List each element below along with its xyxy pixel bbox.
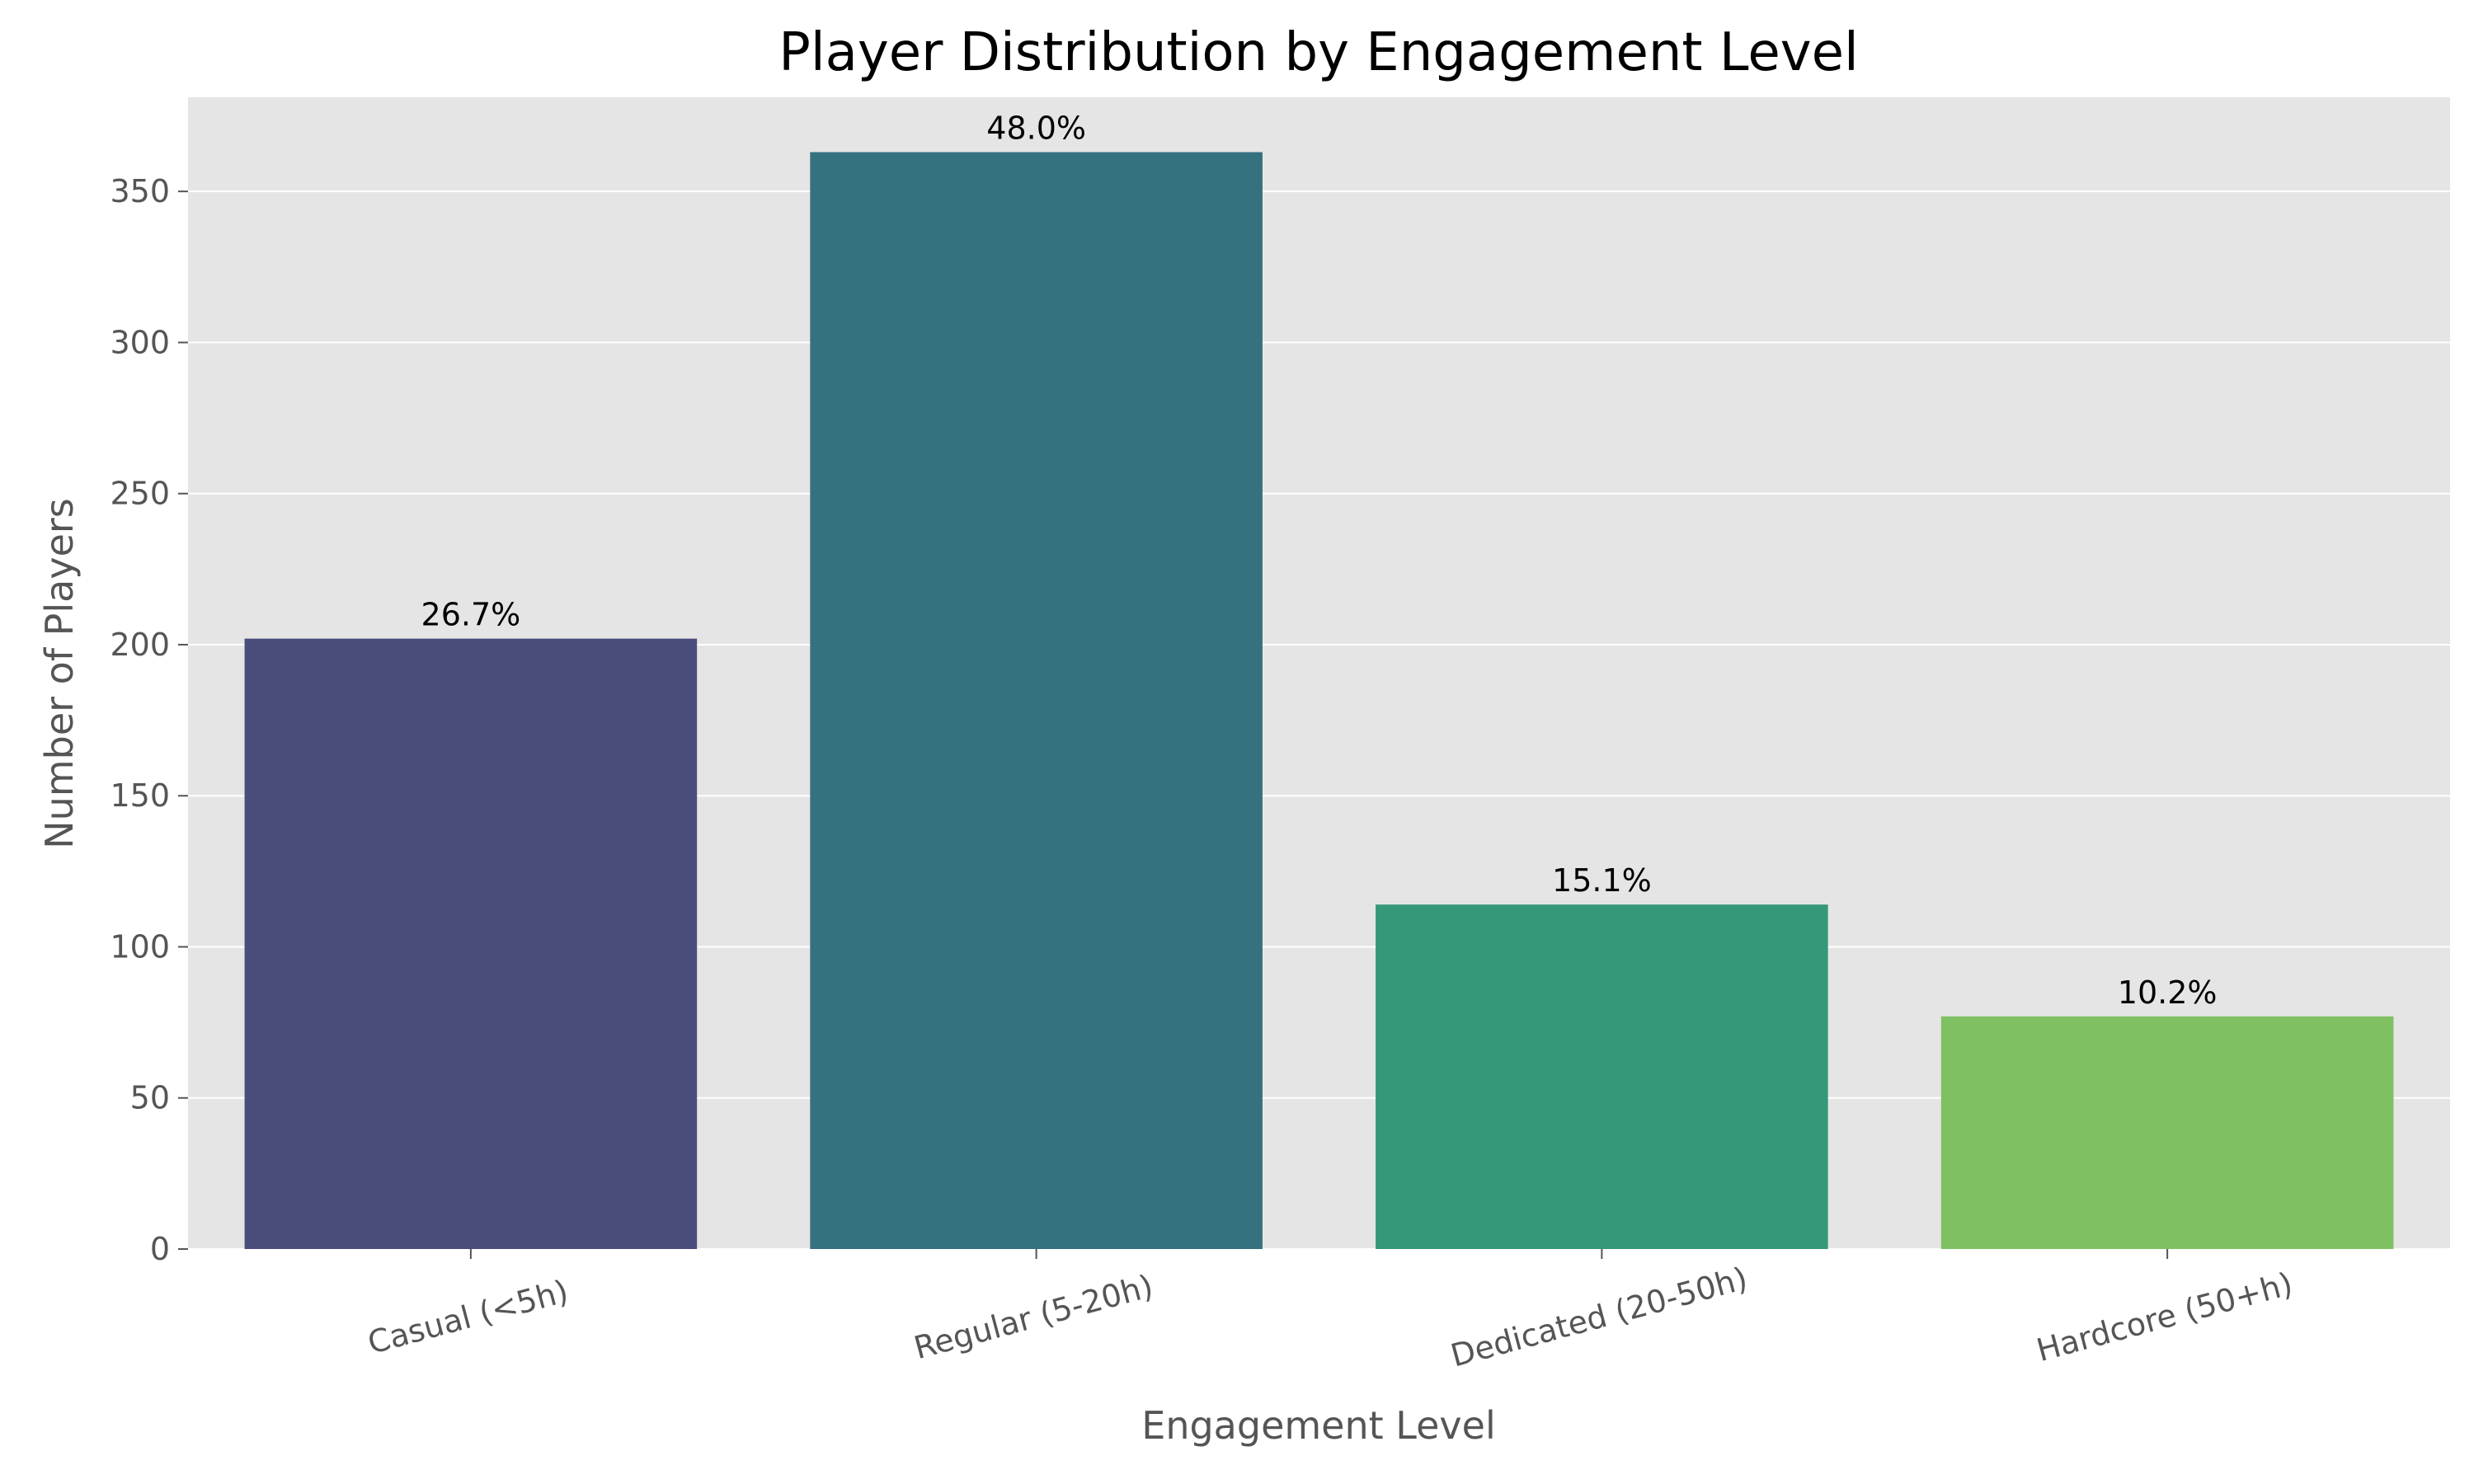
x-axis-label: Engagement Level — [1141, 1403, 1495, 1448]
chart-title: Player Distribution by Engagement Level — [778, 22, 1859, 83]
x-tick-label: Dedicated (20-50h) — [1447, 1260, 1752, 1374]
bar-value-label: 10.2% — [2118, 974, 2218, 1011]
y-tick-label: 50 — [130, 1080, 170, 1116]
y-tick-label: 150 — [110, 777, 170, 814]
x-axis: Casual (<5h) Regular (5-20h) Dedicated (20… — [364, 1249, 2297, 1374]
y-axis-label: Number of Players — [37, 498, 82, 848]
bar-value-label: 26.7% — [421, 597, 521, 633]
x-tick-label: Hardcore (50+h) — [2033, 1266, 2297, 1369]
bar — [1376, 904, 1828, 1249]
bar — [810, 152, 1263, 1249]
x-tick-label: Casual (<5h) — [364, 1273, 571, 1361]
bar — [1940, 1016, 2394, 1249]
x-tick-label: Regular (5-20h) — [910, 1268, 1157, 1367]
bar-value-label: 48.0% — [986, 110, 1086, 147]
y-tick-label: 250 — [110, 476, 170, 512]
data-labels: 26.7% 48.0% 15.1% 10.2% — [421, 110, 2218, 1011]
bar — [244, 638, 698, 1249]
bars — [244, 152, 2394, 1249]
y-tick-label: 300 — [110, 324, 170, 360]
y-tick-label: 350 — [110, 173, 170, 209]
y-axis: 0 50 100 150 200 250 300 350 — [110, 173, 188, 1267]
y-tick-label: 0 — [150, 1231, 170, 1267]
bar-value-label: 15.1% — [1552, 862, 1652, 899]
y-tick-label: 100 — [110, 928, 170, 965]
y-tick-label: 200 — [110, 627, 170, 663]
